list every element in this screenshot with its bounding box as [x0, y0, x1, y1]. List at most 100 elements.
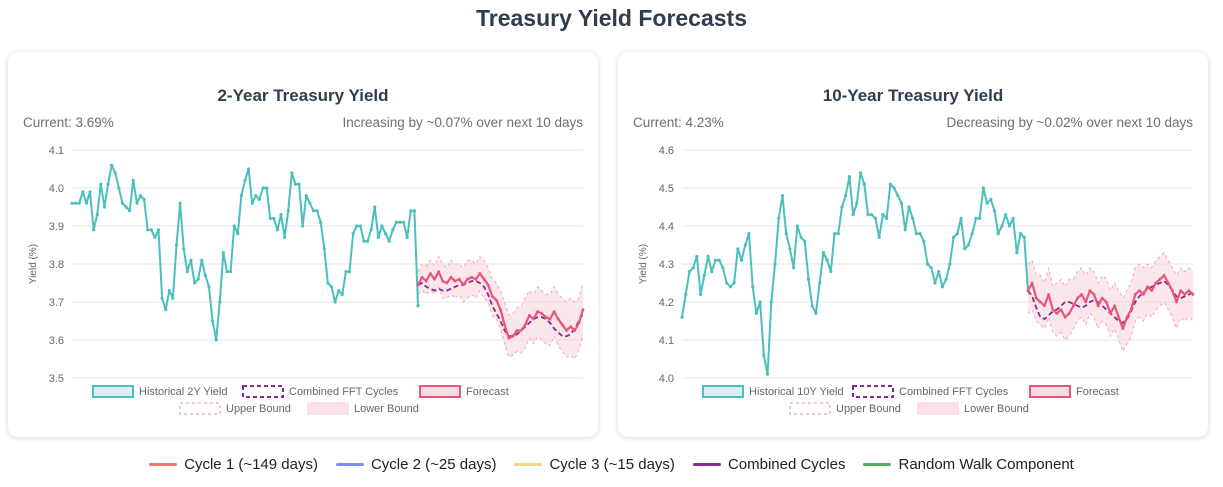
forecast-point [1113, 304, 1117, 308]
forecast-point [494, 298, 498, 302]
legend-label: Upper Bound [226, 403, 291, 415]
historical-point [153, 235, 157, 239]
yield-chart-2y: 3.5 3.6 3.7 3.8 3.9 4.0 4.1 Yield (%) Historical… [28, 145, 585, 415]
forecast-point [1096, 304, 1100, 308]
legend-swatch [149, 463, 178, 466]
historical-point [717, 258, 721, 262]
legend-swatch [702, 385, 744, 398]
forecast-point [536, 310, 540, 313]
current-yield: Current: 3.69% [23, 115, 114, 130]
historical-point [929, 266, 933, 270]
historical-point [992, 209, 997, 213]
historical-point [911, 216, 915, 220]
forecast-point [569, 325, 573, 329]
legend-swatch [179, 402, 221, 415]
historical-point [228, 270, 233, 274]
historical-point [940, 285, 945, 289]
historical-point [225, 270, 229, 274]
forecast-point [581, 308, 585, 311]
historical-point [687, 270, 692, 274]
historical-point [728, 285, 732, 289]
historical-point [858, 171, 863, 175]
forecast-point [1100, 296, 1104, 300]
legend-swatch [852, 385, 894, 398]
forecast-point [1191, 293, 1195, 296]
forecast-point [1170, 289, 1174, 292]
historical-point [290, 171, 294, 175]
historical-point [702, 273, 706, 277]
y-tick-label: 4.1 [659, 335, 674, 347]
historical-point [164, 308, 168, 312]
forecast-point [573, 329, 577, 332]
forecast-point [1121, 327, 1125, 330]
y-tick-label: 4.5 [659, 183, 674, 195]
y-tick-label: 4.0 [659, 373, 674, 385]
historical-point [369, 228, 373, 232]
historical-point [758, 300, 762, 304]
historical-point [769, 300, 773, 304]
historical-point [178, 201, 182, 205]
historical-point [358, 224, 362, 228]
yield-chart-10y: 4.0 4.1 4.2 4.3 4.4 4.5 4.6 Yield (%) Historical… [638, 145, 1195, 415]
historical-point [914, 232, 918, 236]
historical-point [185, 270, 189, 274]
historical-point [301, 224, 305, 228]
forecast-point [474, 277, 478, 281]
historical-point [337, 289, 341, 293]
legend-label: Upper Bound [836, 403, 901, 415]
forecast-point [1030, 281, 1034, 285]
forecast-point [1166, 281, 1170, 285]
forecast-point [1067, 312, 1071, 315]
historical-point [239, 194, 243, 198]
trend-summary: Increasing by ~0.07% over next 10 days [342, 115, 583, 130]
historical-point [106, 182, 110, 186]
historical-point [391, 228, 395, 232]
forecast-point [1150, 289, 1154, 292]
historical-point [319, 220, 323, 224]
historical-point [799, 235, 803, 239]
historical-point [780, 194, 785, 198]
cycle-legend: Cycle 1 (~149 days) Cycle 2 (~25 days) Cyc… [0, 456, 1223, 473]
historical-point [146, 228, 150, 232]
legend-label: Cycle 2 (~25 days) [370, 456, 497, 473]
historical-point [706, 254, 710, 258]
y-tick-label: 3.9 [49, 221, 64, 233]
historical-point [243, 178, 247, 182]
historical-point [297, 182, 301, 186]
forecast-point [519, 329, 523, 332]
historical-point [174, 243, 179, 247]
historical-point [818, 281, 822, 285]
historical-point [200, 258, 204, 262]
historical-point [272, 216, 276, 220]
historical-point [795, 224, 799, 228]
historical-point [981, 186, 985, 190]
historical-point [832, 232, 837, 236]
historical-point [365, 239, 370, 243]
forecast-point [544, 315, 548, 319]
y-tick-label: 4.2 [659, 297, 674, 309]
page-title: Treasury Yield Forecasts [475, 5, 748, 31]
forecast-point [470, 275, 474, 279]
legend-swatch [335, 463, 364, 466]
forecast-point [445, 281, 449, 285]
historical-point [974, 216, 978, 220]
historical-point [196, 277, 200, 281]
forecast-point [507, 336, 511, 340]
historical-point [156, 228, 161, 232]
historical-point [951, 235, 956, 239]
historical-point [160, 296, 164, 300]
historical-point [333, 300, 337, 304]
historical-point [88, 190, 92, 194]
historical-point [113, 171, 117, 175]
y-tick-label: 3.8 [49, 259, 64, 271]
forecast-point [527, 313, 531, 317]
historical-point [899, 201, 904, 205]
forecast-point [420, 275, 424, 279]
historical-point [792, 266, 796, 270]
historical-point [985, 201, 989, 205]
forecast-point [433, 277, 436, 281]
legend-label: Forecast [466, 386, 509, 398]
historical-point [387, 239, 391, 243]
historical-point [142, 197, 146, 201]
historical-point [892, 186, 896, 190]
